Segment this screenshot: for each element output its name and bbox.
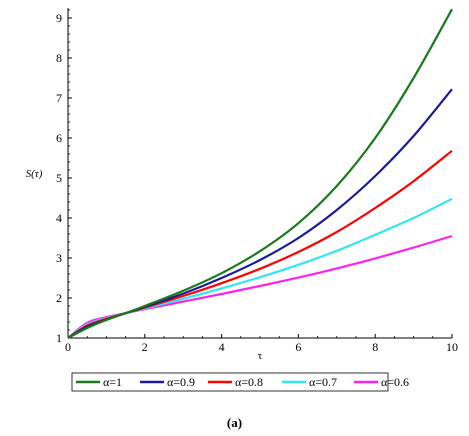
plot-frame — [67, 8, 452, 339]
legend-label: α=1 — [103, 375, 122, 389]
x-tick-label: 0 — [65, 340, 71, 354]
y-tick-label: 5 — [56, 171, 62, 185]
x-tick-label: 10 — [446, 340, 458, 354]
y-tick-label: 1 — [56, 331, 62, 345]
x-tick-label: 4 — [219, 340, 225, 354]
x-tick-label: 2 — [142, 340, 148, 354]
series-lines — [67, 8, 453, 339]
legend-label: α=0.7 — [309, 375, 337, 389]
x-axis-label: τ — [258, 350, 263, 362]
legend-label: α=0.6 — [381, 375, 409, 389]
y-tick-label: 8 — [56, 51, 62, 65]
x-tick-label: 8 — [372, 340, 378, 354]
series-line — [67, 149, 453, 339]
y-tick-label: 4 — [56, 211, 62, 225]
y-tick-label: 9 — [56, 11, 62, 25]
figure-caption: (a) — [226, 415, 243, 430]
x-tick-label: 6 — [295, 340, 301, 354]
y-tick-label: 6 — [56, 131, 62, 145]
y-axis-label: S(τ) — [26, 168, 43, 180]
legend: α=1 α=0.9 α=0.8 α=0.7 α=0.6 — [71, 372, 409, 392]
y-tick-label: 2 — [56, 291, 62, 305]
series-line — [67, 8, 453, 339]
series-line — [67, 88, 453, 339]
legend-label: α=0.9 — [167, 375, 195, 389]
y-tick-label: 7 — [56, 91, 62, 105]
legend-label: α=0.8 — [235, 375, 263, 389]
y-tick-label: 3 — [56, 251, 62, 265]
